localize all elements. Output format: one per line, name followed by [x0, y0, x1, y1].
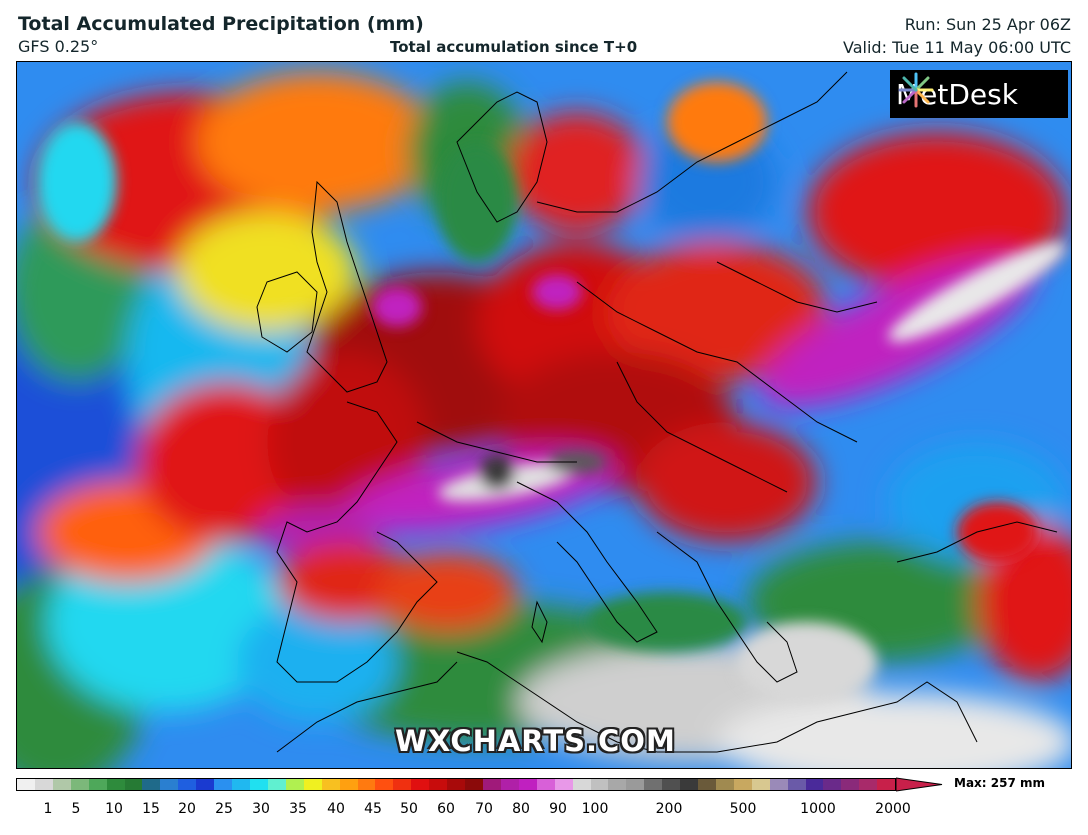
- legend-tick-label: 25: [215, 801, 233, 817]
- legend-tick-label: 90: [549, 801, 567, 817]
- colorbar-segment: [124, 779, 143, 790]
- colorbar-segment: [160, 779, 179, 790]
- colorbar-segment: [249, 779, 268, 790]
- colorbar-segment: [232, 779, 250, 790]
- colorbar-segment: [805, 779, 824, 790]
- legend-tick-label: 200: [655, 801, 683, 817]
- colorbar-segment: [698, 779, 716, 790]
- colorbar-segment: [393, 779, 412, 790]
- colorbar-segment: [429, 779, 448, 790]
- colorbar-segment: [823, 779, 842, 790]
- wxcharts-watermark: WXCHARTS.COM: [395, 724, 676, 758]
- valid-time: Valid: Tue 11 May 06:00 UTC: [843, 38, 1071, 57]
- legend-tick-label: 1000: [800, 801, 836, 817]
- colorbar-segment: [877, 779, 896, 790]
- colorbar-segment: [52, 779, 71, 790]
- legend-tick-label: 20: [178, 801, 196, 817]
- metdesk-logo: MetDesk: [890, 70, 1068, 118]
- colorbar-segment: [375, 779, 394, 790]
- colorbar-segment: [536, 779, 555, 790]
- colorbar-segment: [572, 779, 591, 790]
- colorbar-segment: [626, 779, 645, 790]
- coastlines: [256, 71, 1058, 753]
- legend-tick-label: 70: [475, 801, 493, 817]
- legend-tick-label: 30: [252, 801, 270, 817]
- colorbar-segment: [285, 779, 304, 790]
- legend-tick-label: 35: [289, 801, 307, 817]
- colorbar-segment: [715, 779, 734, 790]
- colorbar-segment: [88, 779, 107, 790]
- colorbar-segment: [411, 779, 430, 790]
- colorbar-segment: [680, 779, 699, 790]
- max-value-label: Max: 257 mm: [954, 776, 1045, 790]
- colorbar-segment: [590, 779, 609, 790]
- colorbar-segment: [769, 779, 788, 790]
- colorbar-segment: [841, 779, 860, 790]
- colorbar-segment: [608, 779, 627, 790]
- colorbar-segment: [303, 779, 322, 790]
- colorbar-segment: [733, 779, 752, 790]
- colorbar-segment: [267, 779, 286, 790]
- precipitation-map: MetDesk WXCHARTS.COM: [16, 61, 1072, 769]
- precip-detail: [37, 82, 1066, 702]
- legend-tick-label: 60: [437, 801, 455, 817]
- legend-tick-label: 80: [512, 801, 530, 817]
- colorbar-segment: [178, 779, 197, 790]
- colorbar-segment: [644, 779, 663, 790]
- chart-title: Total Accumulated Precipitation (mm): [18, 13, 424, 35]
- run-time: Run: Sun 25 Apr 06Z: [904, 15, 1071, 34]
- colorbar-segment: [17, 779, 35, 790]
- colorbar-segment: [321, 779, 340, 790]
- colorbar-segment: [106, 779, 125, 790]
- legend-colorbar: [16, 778, 896, 791]
- colorbar-segment: [662, 779, 681, 790]
- metdesk-logo-icon: [898, 72, 934, 108]
- model-label: GFS 0.25°: [18, 37, 99, 56]
- legend-tick-label: 40: [327, 801, 345, 817]
- legend-tick-label: 15: [142, 801, 160, 817]
- colorbar-segment: [196, 779, 215, 790]
- legend-tick-label: 1: [43, 801, 53, 817]
- map-canvas: [17, 62, 1071, 768]
- legend-tick-label: 45: [364, 801, 382, 817]
- legend-tick-label: 50: [400, 801, 418, 817]
- legend-tick-label: 5: [71, 801, 81, 817]
- colorbar-segment: [339, 779, 358, 790]
- colorbar-segment: [554, 779, 573, 790]
- colorbar-segment: [357, 779, 376, 790]
- colorbar-segment: [787, 779, 806, 790]
- colorbar-extend-arrow: [896, 777, 943, 792]
- colorbar-segment: [70, 779, 89, 790]
- colorbar-segment: [500, 779, 519, 790]
- legend-tick-label: 2000: [875, 801, 911, 817]
- colorbar-segment: [751, 779, 770, 790]
- colorbar-segment: [859, 779, 878, 790]
- colorbar-segment: [34, 779, 53, 790]
- colorbar-segment: [214, 779, 233, 790]
- colorbar-segment: [465, 779, 483, 790]
- colorbar-segment: [447, 779, 466, 790]
- legend-tick-label: 100: [581, 801, 609, 817]
- legend-tick-label: 500: [729, 801, 757, 817]
- colorbar-segment: [518, 779, 537, 790]
- legend-tick-label: 10: [105, 801, 123, 817]
- colorbar-segment: [142, 779, 161, 790]
- colorbar-segment: [482, 779, 501, 790]
- chart-subtitle: Total accumulation since T+0: [390, 38, 638, 56]
